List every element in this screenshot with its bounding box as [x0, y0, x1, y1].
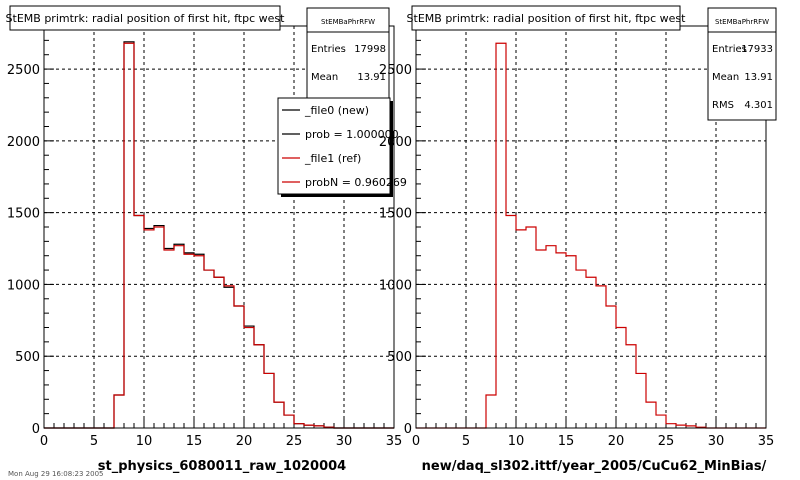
x-tick-label: 20 [236, 434, 253, 449]
x-tick-label: 0 [412, 434, 420, 449]
legend-entry: _file0 (new) [304, 104, 369, 117]
stats-box [707, 7, 777, 121]
legend-entry: _file1 (ref) [304, 152, 361, 165]
x-tick-label: 5 [462, 434, 470, 449]
footer-timestamp: Mon Aug 29 16:08:23 2005 [8, 470, 104, 478]
stats-value: 17933 [741, 44, 773, 55]
x-tick-label: 30 [708, 434, 725, 449]
chart-title: StEMB primtrk: radial position of first … [6, 12, 286, 25]
stats-label: Mean [712, 72, 739, 83]
x-tick-label: 10 [136, 434, 153, 449]
stats-label: Entries [311, 44, 346, 55]
y-tick-label: 1000 [7, 278, 40, 293]
stats-name: StEMBaPhrRFW [715, 18, 769, 26]
x-tick-label: 20 [608, 434, 625, 449]
x-tick-label: 25 [658, 434, 675, 449]
y-tick-label: 2000 [379, 135, 412, 150]
x-tick-label: 15 [186, 434, 203, 449]
x-tick-label: 25 [286, 434, 303, 449]
chart-title: StEMB primtrk: radial position of first … [407, 12, 687, 25]
y-tick-label: 0 [32, 422, 40, 437]
x-tick-label: 0 [40, 434, 48, 449]
stats-value: 13.91 [744, 72, 773, 83]
legend-entry: prob = 1.000000 [305, 128, 399, 141]
x-tick-label: 35 [758, 434, 775, 449]
stats-name: StEMBaPhrRFW [321, 18, 375, 26]
stats-value: 13.91 [357, 72, 386, 83]
y-tick-label: 500 [15, 350, 40, 365]
y-tick-label: 2000 [7, 135, 40, 150]
stats-box [306, 7, 390, 101]
y-tick-label: 1500 [379, 207, 412, 222]
stats-value: 17998 [354, 44, 386, 55]
y-tick-label: 1000 [379, 278, 412, 293]
stats-label: Entries [712, 44, 747, 55]
y-tick-label: 2500 [379, 63, 412, 78]
histogram-series-0 [416, 42, 766, 429]
y-tick-label: 500 [387, 350, 412, 365]
x-tick-label: 5 [90, 434, 98, 449]
title-box [411, 5, 681, 31]
left-histogram-panel: 0 5 10 15 20 25 30 35 0 500 1000 1500 2000 2500 st_phy… [6, 5, 407, 474]
stats-label: Mean [311, 72, 338, 83]
x-tick-label: 35 [386, 434, 403, 449]
x-axis-title: new/daq_sl302.ittf/year_2005/CuCu62_MinB… [422, 459, 767, 474]
histogram-series-1 [44, 42, 394, 429]
x-tick-label: 10 [508, 434, 525, 449]
y-tick-label: 1500 [7, 207, 40, 222]
y-tick-label: 0 [404, 422, 412, 437]
legend-entry: probN = 0.960269 [305, 176, 407, 189]
right-histogram-panel: 0 5 10 15 20 25 30 3505001000150020002500new/da… [379, 5, 777, 474]
legend-box [277, 97, 391, 195]
title-box [9, 5, 281, 31]
x-tick-label: 30 [336, 434, 353, 449]
y-tick-label: 2500 [7, 63, 40, 78]
x-axis-title: st_physics_6080011_raw_1020004 [98, 459, 346, 474]
stats-value: 4.301 [744, 100, 773, 111]
stats-label: RMS [712, 100, 734, 111]
x-tick-label: 15 [558, 434, 575, 449]
